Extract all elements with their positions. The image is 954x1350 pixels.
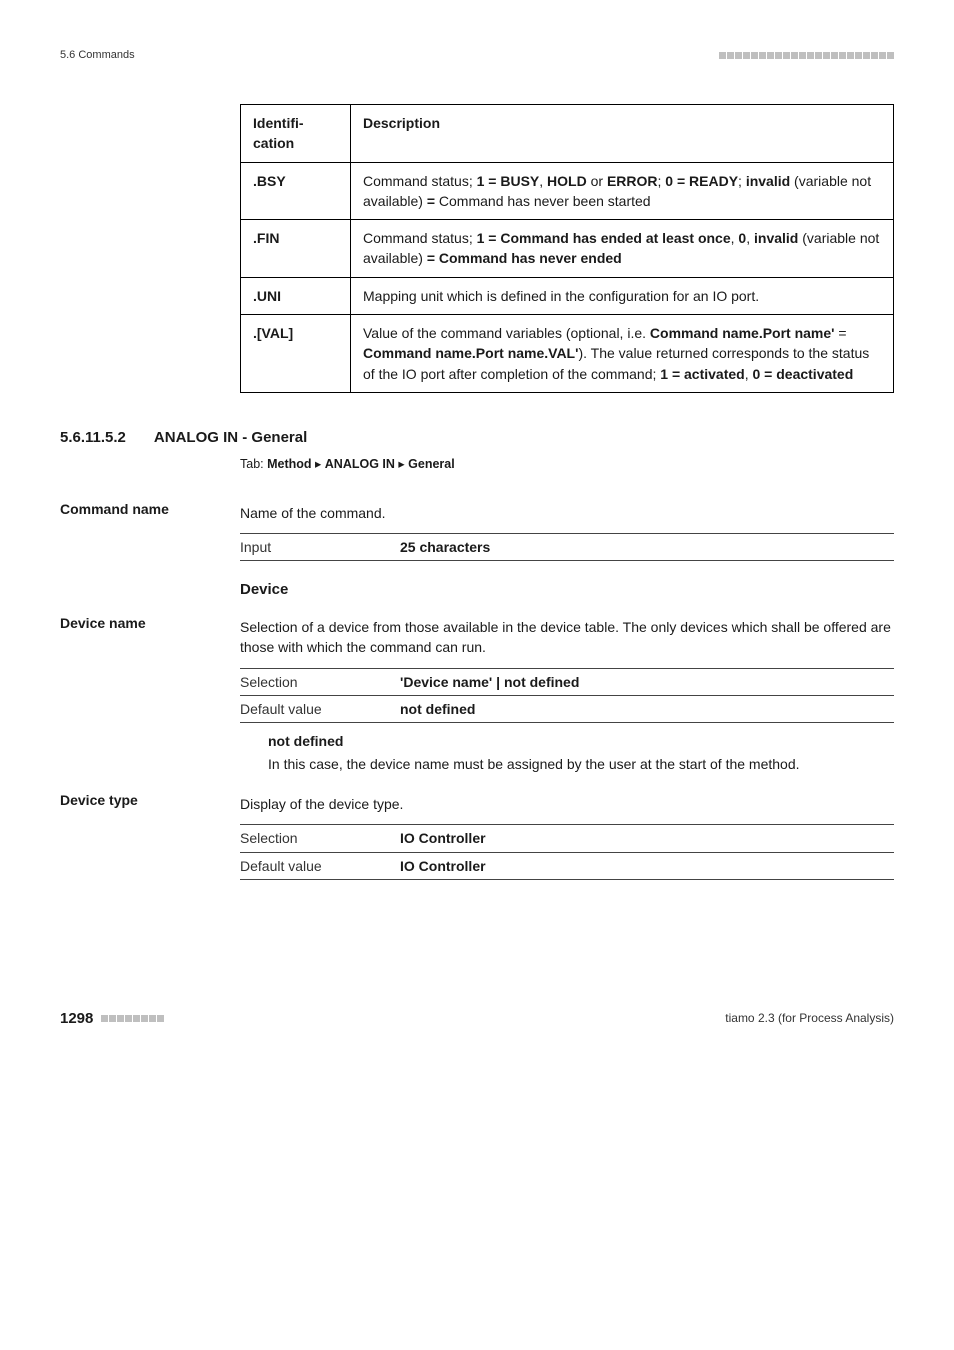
page-number: 1298: [60, 1008, 93, 1030]
header-section-path: 5.6 Commands: [60, 48, 135, 64]
spec-row: Selection IO Controller: [240, 825, 894, 852]
crumb: ANALOG IN: [325, 457, 395, 471]
device-name-desc: Selection of a device from those availab…: [240, 617, 894, 658]
tab-prefix: Tab:: [240, 457, 267, 471]
device-subheading: Device: [240, 579, 894, 601]
table-row: .[VAL]Value of the command variables (op…: [241, 315, 894, 393]
table-header-row: Identifi­cation Description: [241, 104, 894, 162]
spec-value: 25 characters: [400, 534, 894, 561]
cell-description: Mapping unit which is defined in the con…: [351, 277, 894, 314]
table-row: .BSYCommand status; 1 = BUSY, HOLD or ER…: [241, 162, 894, 220]
command-name-spec: Input 25 characters: [240, 533, 894, 561]
cell-identification: .BSY: [241, 162, 351, 220]
field-label-device-name: Device name: [60, 611, 240, 633]
cell-description: Command status; 1 = Command has ended at…: [351, 220, 894, 278]
section-title: ANALOG IN - General: [154, 427, 307, 449]
spec-key: Input: [240, 534, 400, 561]
spec-value: not defined: [400, 696, 894, 723]
spec-key: Default value: [240, 852, 400, 879]
cell-identification: .UNI: [241, 277, 351, 314]
cell-identification: .FIN: [241, 220, 351, 278]
spec-value: 'Device name' | not defined: [400, 668, 894, 695]
page-header: 5.6 Commands: [60, 48, 894, 64]
footer-ornament: [101, 1015, 164, 1022]
device-type-spec: Selection IO Controller Default value IO…: [240, 824, 894, 880]
spec-value: IO Controller: [400, 852, 894, 879]
device-name-spec: Selection 'Device name' | not defined De…: [240, 668, 894, 724]
crumb: General: [408, 457, 455, 471]
footer-product: tiamo 2.3 (for Process Analysis): [725, 1010, 894, 1027]
device-type-desc: Display of the device type.: [240, 794, 894, 814]
spec-row: Default value IO Controller: [240, 852, 894, 879]
field-label-device-type: Device type: [60, 788, 240, 810]
cell-description: Value of the command variables (optional…: [351, 315, 894, 393]
crumb: Method: [267, 457, 311, 471]
tab-breadcrumb: Tab: Method ▸ ANALOG IN ▸ General: [240, 455, 894, 473]
term-not-defined: not defined: [268, 731, 894, 751]
spec-key: Default value: [240, 696, 400, 723]
cell-identification: .[VAL]: [241, 315, 351, 393]
identification-table: Identifi­cation Description .BSYCommand …: [240, 104, 894, 393]
cell-description: Command status; 1 = BUSY, HOLD or ERROR;…: [351, 162, 894, 220]
spec-key: Selection: [240, 825, 400, 852]
header-ornament: [719, 52, 894, 59]
spec-key: Selection: [240, 668, 400, 695]
table-row: .FINCommand status; 1 = Command has ende…: [241, 220, 894, 278]
section-number: 5.6.11.5.2: [60, 427, 126, 449]
spec-row: Default value not defined: [240, 696, 894, 723]
section-heading: 5.6.11.5.2 ANALOG IN - General: [60, 427, 894, 449]
spec-value: IO Controller: [400, 825, 894, 852]
col-identification: Identifi­cation: [241, 104, 351, 162]
col-description: Description: [351, 104, 894, 162]
page-footer: 1298 tiamo 2.3 (for Process Analysis): [60, 1008, 894, 1030]
spec-row: Selection 'Device name' | not defined: [240, 668, 894, 695]
command-name-desc: Name of the command.: [240, 503, 894, 523]
term-not-defined-desc: In this case, the device name must be as…: [268, 754, 894, 774]
table-row: .UNIMapping unit which is defined in the…: [241, 277, 894, 314]
field-label-command-name: Command name: [60, 497, 240, 519]
spec-row: Input 25 characters: [240, 534, 894, 561]
